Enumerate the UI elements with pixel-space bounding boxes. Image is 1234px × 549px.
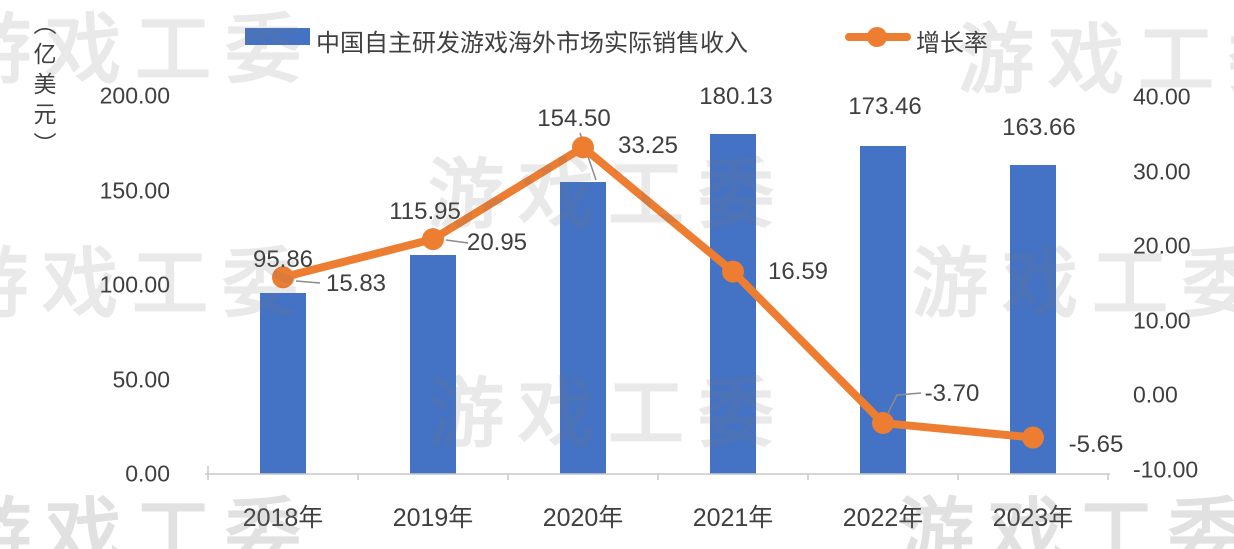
bar-value-label: 95.86 (252, 245, 314, 273)
x-axis-tick-label: 2020年 (542, 504, 624, 532)
bar-value-label: 173.46 (848, 93, 922, 121)
x-axis-tick-label: 2019年 (392, 504, 474, 532)
legend-line-label: 增长率 (916, 30, 988, 57)
x-axis-tick-label: 2023年 (992, 504, 1074, 532)
left-axis-tick-label: 200.00 (99, 82, 170, 109)
left-axis-title: （亿美元） (30, 12, 56, 162)
legend-bar-swatch (245, 28, 310, 45)
line-marker (422, 228, 444, 251)
right-axis-tick-label: -10.00 (1133, 456, 1199, 483)
right-axis-tick-label: 30.00 (1133, 158, 1191, 185)
left-axis-tick-label: 50.00 (112, 366, 170, 392)
left-axis-tick-label: 150.00 (99, 177, 170, 203)
legend-bar-label: 中国自主研发游戏海外市场实际销售收入 (316, 30, 748, 57)
line-marker (872, 412, 894, 435)
line-marker (1022, 426, 1044, 449)
bar-value-label: 115.95 (389, 197, 461, 225)
x-axis-line (205, 466, 1110, 480)
left-axis-tick-label: 100.00 (99, 271, 170, 298)
line-value-label: 16.59 (767, 257, 829, 285)
line-marker (572, 136, 594, 159)
label-leader-lines (295, 132, 922, 414)
left-axis-tick-label: 0.00 (125, 460, 170, 487)
bar (710, 133, 756, 474)
right-axis-tick-label: 20.00 (1133, 232, 1191, 259)
x-axis-tick-label: 2022年 (842, 504, 924, 532)
right-axis-tick-label: 0.00 (1133, 381, 1178, 408)
bar-value-label: 163.66 (1002, 113, 1076, 141)
line-value-label: 15.83 (325, 270, 387, 298)
bar (1010, 164, 1056, 474)
line-value-label: 33.25 (617, 132, 679, 160)
growth-line (279, 143, 1037, 442)
bar (560, 181, 606, 474)
line-marker (272, 266, 294, 289)
bar (410, 254, 456, 474)
right-axis-tick-label: 10.00 (1133, 307, 1191, 334)
x-axis-tick-label: 2021年 (692, 504, 774, 532)
bar-value-label: 180.13 (699, 82, 773, 110)
legend-line-marker-icon (867, 27, 887, 47)
bar (260, 292, 306, 474)
bar-value-label: 154.50 (537, 104, 611, 132)
line-value-label: 20.95 (466, 229, 528, 257)
x-axis-tick-label: 2018年 (242, 504, 324, 532)
right-axis-tick-label: 40.00 (1133, 83, 1191, 110)
line-value-label: -5.65 (1068, 430, 1124, 458)
line-value-label: -3.70 (924, 380, 980, 407)
line-marker (722, 260, 744, 283)
